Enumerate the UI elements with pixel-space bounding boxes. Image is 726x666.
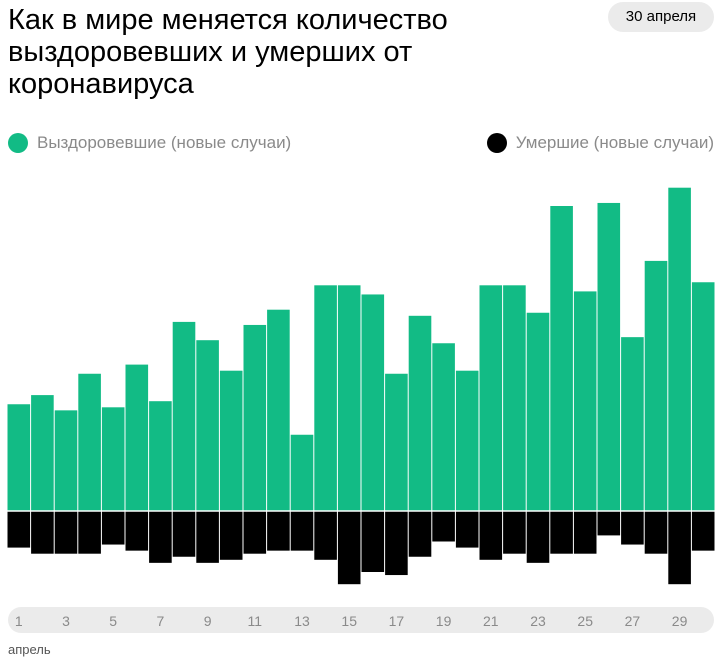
bar-deaths-28 xyxy=(644,511,668,554)
bar-recovered-2 xyxy=(31,395,54,511)
bar-recovered-8 xyxy=(172,321,196,511)
bar-recovered-15 xyxy=(337,285,361,511)
legend-dot-deaths xyxy=(486,133,507,153)
bar-recovered-5 xyxy=(101,407,125,511)
bar-deaths-6 xyxy=(125,511,149,551)
bar-deaths-17 xyxy=(385,511,408,576)
bar-deaths-8 xyxy=(172,511,196,557)
x-tick-label-7: 7 xyxy=(157,613,165,629)
bar-deaths-1 xyxy=(7,511,31,548)
bar-recovered-13 xyxy=(290,434,314,511)
legend-item-recovered: Выздоровевшие (новые случаи) xyxy=(8,131,291,155)
bar-deaths-25 xyxy=(573,511,597,554)
bar-deaths-7 xyxy=(149,511,172,563)
x-tick-label-29: 29 xyxy=(672,613,688,629)
bar-recovered-4 xyxy=(78,373,101,511)
chart-title: Как в мире меняется количество выздорове… xyxy=(8,4,448,100)
bar-deaths-3 xyxy=(54,511,78,554)
x-tick-label-15: 15 xyxy=(341,613,357,629)
bar-deaths-4 xyxy=(78,511,101,554)
bar-deaths-16 xyxy=(361,511,385,572)
bar-deaths-24 xyxy=(550,511,573,554)
x-tick-label-27: 27 xyxy=(625,613,641,629)
x-tick-label-13: 13 xyxy=(294,613,310,629)
bar-recovered-16 xyxy=(361,294,385,511)
x-tick-label-9: 9 xyxy=(204,613,212,629)
bar-recovered-1 xyxy=(7,404,31,511)
bar-deaths-27 xyxy=(621,511,644,545)
bar-deaths-19 xyxy=(432,511,455,542)
x-tick-label-3: 3 xyxy=(62,613,70,629)
bar-deaths-29 xyxy=(668,511,691,585)
bar-deaths-22 xyxy=(503,511,526,554)
bar-deaths-9 xyxy=(196,511,219,563)
bar-recovered-29 xyxy=(668,187,691,511)
bar-recovered-22 xyxy=(503,285,526,511)
legend-dot-recovered xyxy=(8,133,28,153)
bar-deaths-18 xyxy=(408,511,432,557)
x-tick-label-17: 17 xyxy=(389,613,405,629)
bar-recovered-30 xyxy=(691,282,715,511)
bar-deaths-21 xyxy=(479,511,503,560)
bar-recovered-20 xyxy=(455,370,479,511)
date-badge: 30 апреля xyxy=(608,2,714,32)
legend-item-deaths: Умершие (новые случаи) xyxy=(486,131,714,155)
bar-recovered-24 xyxy=(550,206,573,511)
bar-recovered-6 xyxy=(125,364,149,511)
bar-deaths-11 xyxy=(243,511,267,554)
bar-deaths-10 xyxy=(219,511,243,560)
bar-deaths-30 xyxy=(691,511,715,551)
bar-recovered-28 xyxy=(644,260,668,511)
bar-recovered-10 xyxy=(219,370,243,511)
bar-deaths-5 xyxy=(101,511,125,545)
bar-deaths-12 xyxy=(267,511,290,551)
bar-recovered-12 xyxy=(267,309,290,511)
bar-deaths-2 xyxy=(31,511,54,554)
x-tick-label-23: 23 xyxy=(530,613,546,629)
bar-chart xyxy=(7,187,715,585)
bar-deaths-26 xyxy=(597,511,621,536)
x-axis-month-label: апрель xyxy=(8,642,51,657)
bar-recovered-23 xyxy=(526,312,550,511)
x-axis-strip xyxy=(8,607,714,633)
legend-label-recovered: Выздоровевшие (новые случаи) xyxy=(37,133,292,152)
bar-recovered-26 xyxy=(597,202,621,511)
bar-deaths-14 xyxy=(314,511,337,560)
x-axis-ticks: 1 3 5 7 9 11 13 15 17 19 21 23 25 27 29 xyxy=(15,613,688,629)
bar-recovered-14 xyxy=(314,285,337,511)
bar-recovered-25 xyxy=(573,291,597,511)
x-tick-label-19: 19 xyxy=(436,613,452,629)
bar-deaths-13 xyxy=(290,511,314,551)
bar-deaths-23 xyxy=(526,511,550,563)
bar-recovered-7 xyxy=(149,401,172,511)
bar-recovered-9 xyxy=(196,340,219,511)
x-tick-label-21: 21 xyxy=(483,613,499,629)
bar-recovered-18 xyxy=(408,315,432,511)
bar-recovered-27 xyxy=(621,337,644,511)
legend-label-deaths: Умершие (новые случаи) xyxy=(515,133,714,152)
bar-deaths-15 xyxy=(337,511,361,585)
bar-recovered-21 xyxy=(479,285,503,511)
x-tick-label-5: 5 xyxy=(109,613,117,629)
bar-recovered-3 xyxy=(54,410,78,511)
bar-deaths-20 xyxy=(455,511,479,548)
bar-recovered-19 xyxy=(432,343,455,511)
x-tick-label-11: 11 xyxy=(248,613,263,629)
bar-recovered-11 xyxy=(243,324,267,511)
x-tick-label-25: 25 xyxy=(577,613,593,629)
x-tick-label-1: 1 xyxy=(15,613,23,629)
bar-recovered-17 xyxy=(385,373,408,511)
